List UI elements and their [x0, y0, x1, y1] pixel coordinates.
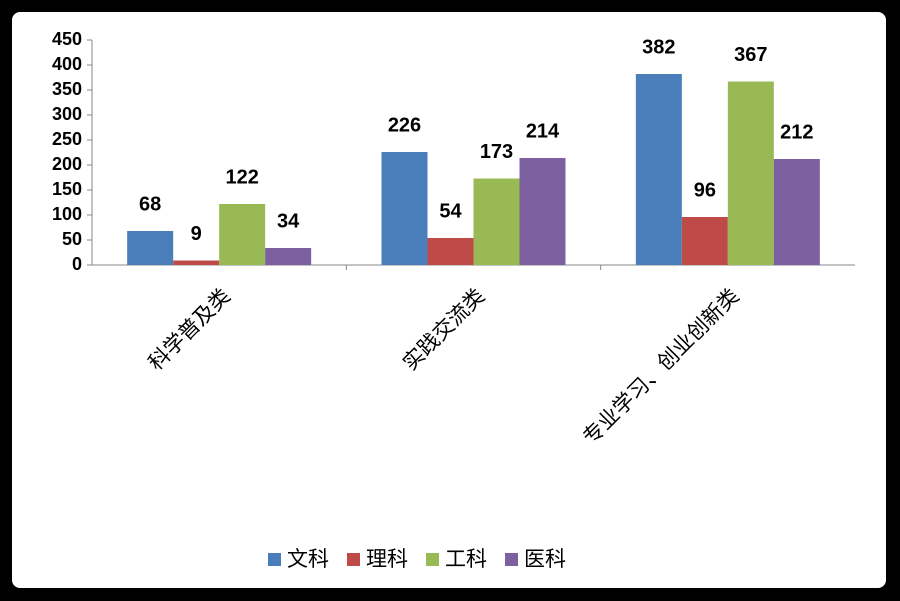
- value-label: 54: [439, 200, 462, 222]
- y-tick-label: 300: [52, 104, 82, 124]
- legend-label: 文科: [287, 547, 329, 571]
- value-label: 226: [388, 114, 421, 136]
- bar: [265, 248, 312, 265]
- value-label: 122: [225, 166, 258, 188]
- y-tick-label: 450: [52, 29, 82, 49]
- value-label: 212: [780, 121, 813, 143]
- bar: [381, 152, 428, 265]
- legend-swatch: [347, 553, 360, 566]
- y-tick-label: 200: [52, 154, 82, 174]
- y-tick-label: 50: [62, 229, 82, 249]
- bar: [127, 231, 174, 265]
- bar: [219, 204, 266, 265]
- legend-label: 理科: [366, 547, 408, 571]
- bar: [727, 81, 774, 265]
- bar: [473, 178, 520, 265]
- legend-label: 工科: [445, 547, 487, 571]
- value-label: 382: [642, 36, 675, 58]
- value-label: 173: [480, 141, 513, 163]
- value-label: 214: [526, 120, 560, 142]
- value-label: 34: [277, 210, 300, 232]
- bar: [519, 158, 566, 265]
- y-tick-label: 150: [52, 179, 82, 199]
- bar: [173, 260, 220, 265]
- y-tick-label: 0: [72, 254, 82, 274]
- legend-swatch: [268, 553, 281, 566]
- legend-label: 医科: [524, 547, 566, 571]
- y-tick-label: 100: [52, 204, 82, 224]
- legend-swatch: [505, 553, 518, 566]
- legend-swatch: [426, 553, 439, 566]
- y-tick-label: 400: [52, 54, 82, 74]
- bar: [773, 159, 820, 265]
- value-label: 9: [191, 223, 202, 245]
- y-tick-label: 350: [52, 79, 82, 99]
- value-label: 68: [139, 193, 161, 215]
- value-label: 367: [734, 44, 767, 66]
- value-label: 96: [694, 179, 716, 201]
- y-tick-label: 250: [52, 129, 82, 149]
- bar: [681, 217, 728, 265]
- bar: [427, 238, 474, 265]
- bar: [635, 74, 682, 265]
